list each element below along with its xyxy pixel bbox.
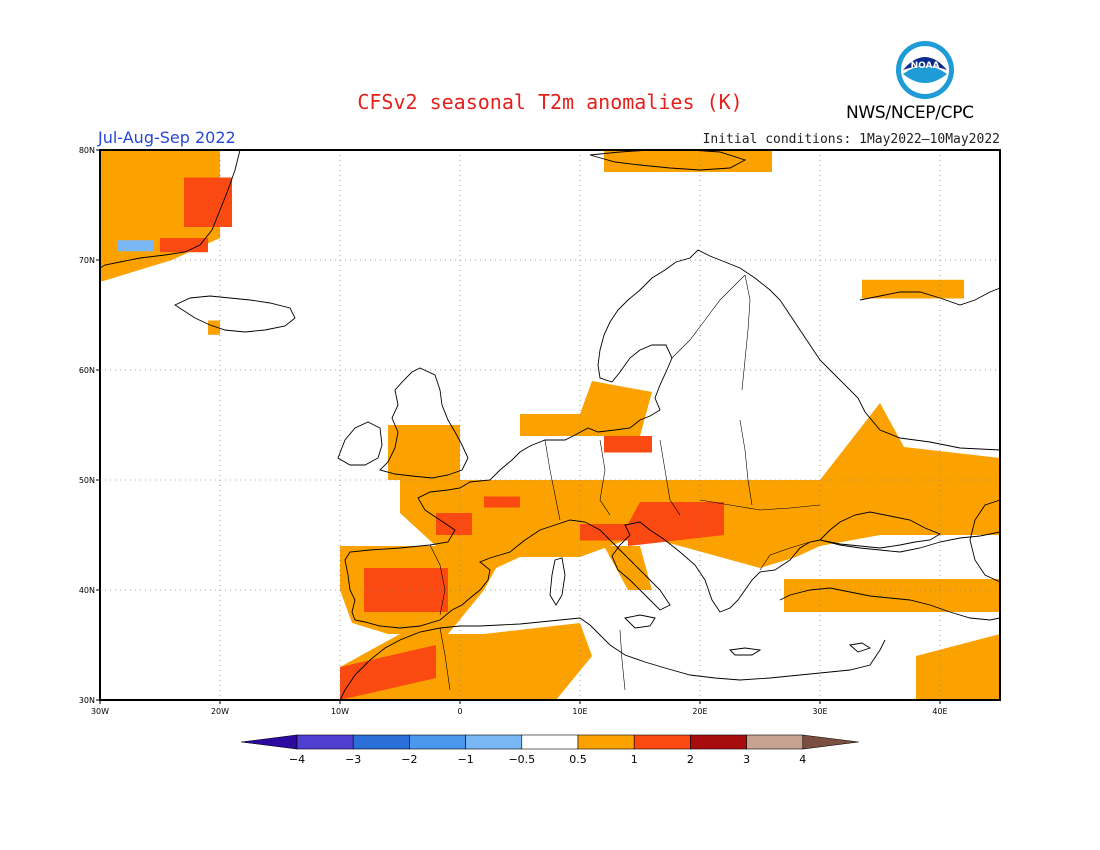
coastline-iceland (174, 295, 296, 333)
border-germany-west (599, 439, 611, 516)
coastlines (100, 150, 1000, 700)
anomaly-region (604, 150, 772, 172)
noaa-logo-icon: NOAA (896, 41, 954, 99)
colorbar-swatch (352, 734, 410, 750)
colorbar-swatch (409, 734, 466, 750)
chart-title: CFSv2 seasonal T2m anomalies (K) (357, 90, 743, 114)
colorbar-swatch (690, 734, 747, 750)
lon-tick-label: 20W (211, 707, 229, 716)
anomaly-region (916, 634, 1000, 700)
lat-tick-label: 80N (79, 146, 95, 155)
colorbar-label: 4 (799, 753, 806, 766)
coastline-britain (379, 367, 469, 479)
border-balkans (759, 541, 811, 571)
lat-tick-label: 70N (79, 256, 95, 265)
coastline-novaya-zemlya (859, 287, 1000, 306)
coastline-black-sea (819, 511, 942, 549)
coastline-ireland (337, 421, 383, 466)
lon-tick-label: 20E (692, 707, 707, 716)
coastline-cyprus (848, 642, 872, 653)
border-belarus-ukraine (739, 419, 753, 506)
colorbar-label: 2 (687, 753, 694, 766)
country-borders (429, 274, 821, 691)
anomaly-region (160, 238, 208, 253)
colorbar-swatch (633, 734, 691, 750)
anomaly-region (436, 513, 472, 535)
anomaly-region (208, 320, 220, 335)
anomaly-region (580, 524, 628, 541)
agency-label: NWS/NCEP/CPC (846, 103, 974, 123)
coastline-crete (729, 647, 762, 656)
colorbar-swatch (746, 734, 804, 750)
initial-conditions: Initial conditions: 1May2022—10May2022 (702, 132, 1000, 147)
lon-tick-label: 40E (932, 707, 947, 716)
lat-tick-label: 60N (79, 366, 95, 375)
border-finland-russia (741, 274, 751, 391)
coastline-caspian (969, 499, 1000, 583)
map-frame (99, 149, 1001, 701)
anomaly-region (184, 177, 232, 227)
colorbar-label: −3 (345, 753, 361, 766)
colorbar-swatch (296, 734, 354, 750)
colorbar-label: −1 (457, 753, 473, 766)
anomaly-region (862, 279, 964, 299)
anomaly-region (484, 496, 520, 508)
border-sweden-norway (671, 274, 746, 359)
lat-tick-label: 40N (79, 586, 95, 595)
colorbar-label: 0.5 (569, 753, 587, 766)
border-spain-portugal (429, 544, 446, 616)
anomaly-region (118, 240, 154, 252)
lon-tick-label: 10E (572, 707, 587, 716)
border-morocco-algeria (439, 627, 451, 691)
coastline-africa (339, 617, 886, 700)
colorbar-label: −0.5 (508, 753, 535, 766)
coastline-corsica-sardinia (549, 557, 566, 606)
colorbar-label: −4 (289, 753, 305, 766)
coastline-europe (344, 249, 1000, 629)
anomaly-region (520, 381, 652, 436)
coastline-greenland (100, 150, 241, 269)
colorbar-label: −2 (401, 753, 417, 766)
noaa-logo-text: NOAA (911, 61, 940, 71)
lon-tick-label: 30E (812, 707, 827, 716)
axis-ticks: 30W 20W 10W 0 10E 20E 30E 40E 30N 40N 50N 60N 70N 80N (79, 146, 948, 716)
colorbar-swatch (465, 734, 523, 750)
anomaly-region (388, 425, 460, 480)
colorbar: −4 −3 −2 −1 −0.5 0.5 1 2 3 4 (240, 734, 859, 766)
border-poland-germany (659, 439, 681, 516)
border-algeria-tunisia (619, 629, 626, 691)
lon-tick-label: 30W (91, 707, 109, 716)
border-france-east (544, 439, 561, 521)
anomaly-region (784, 579, 1000, 612)
anomaly-region (604, 436, 652, 453)
anomaly-region (340, 645, 436, 700)
colorbar-label: 3 (743, 753, 750, 766)
colorbar-label: 1 (631, 753, 638, 766)
anomaly-region (604, 546, 652, 590)
lon-tick-label: 0 (457, 707, 462, 716)
lat-tick-label: 50N (79, 476, 95, 485)
graticule (100, 150, 1000, 700)
colorbar-low-triangle (240, 734, 298, 750)
lat-tick-label: 30N (79, 696, 95, 705)
colorbar-high-triangle (802, 734, 859, 750)
coastline-anatolia (779, 587, 1000, 621)
colorbar-swatch (521, 734, 579, 750)
noaa-logo: NOAA (895, 40, 955, 100)
lon-tick-label: 10W (331, 707, 349, 716)
forecast-period: Jul-Aug-Sep 2022 (98, 128, 236, 147)
coastline-sicily (624, 614, 656, 629)
border-carpathians (699, 499, 821, 511)
colorbar-swatch (577, 734, 635, 750)
